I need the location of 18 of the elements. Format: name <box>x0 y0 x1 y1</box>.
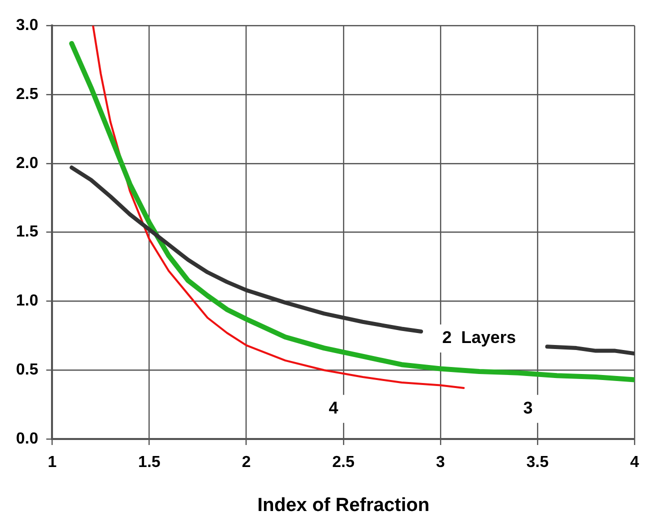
y-tick-label: 2.5 <box>16 86 38 103</box>
y-tick-label: 2.0 <box>16 154 38 172</box>
y-tick-label: 1.5 <box>16 224 38 241</box>
x-tick-label: 3 <box>436 454 445 472</box>
annotation: 2 Layers <box>442 328 516 348</box>
x-tick-label: 1.5 <box>138 454 161 472</box>
y-tick-label: 1.0 <box>16 292 38 310</box>
x-tick-label: 1 <box>48 454 57 472</box>
x-tick-label: 4 <box>630 454 640 472</box>
x-tick-label: 2 <box>242 454 251 472</box>
x-tick-label: 3.5 <box>526 454 549 472</box>
y-tick-label: 0.0 <box>16 430 38 448</box>
annotation: 4 <box>328 398 339 418</box>
x-tick-label: 2.5 <box>332 454 355 472</box>
y-tick-label: 3.0 <box>16 17 38 34</box>
x-axis-title: Index of Refraction <box>257 494 430 516</box>
annotation: 3 <box>523 398 533 418</box>
y-tick-label: 0.5 <box>16 362 38 379</box>
